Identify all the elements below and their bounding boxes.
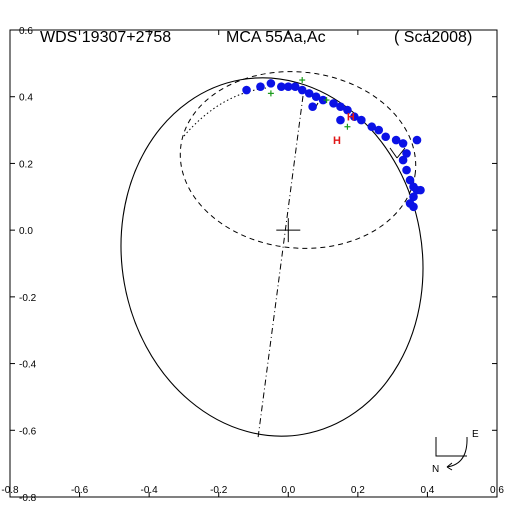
observation-point [277,82,286,92]
observation-point [402,149,411,158]
observation-point [336,102,345,112]
title-mid: MCA 55Aa,Ac [226,29,326,46]
compass-axes [435,437,467,457]
orbit-dotted-arc [183,87,267,137]
x-tick-label: 0.0 [281,485,295,496]
observation-point [402,165,411,175]
observation-point [336,115,345,125]
observation-point [398,155,408,165]
y-tick-label: -0.4 [19,360,37,371]
y-tick-label: 0.6 [19,26,33,37]
y-tick-label: 0.2 [19,159,33,170]
observation-point [311,92,321,102]
observation-point [374,125,384,135]
plot-frame [9,29,498,498]
observation-point [290,82,300,92]
observation-point [398,139,408,148]
x-tick-label: 0.4 [420,485,434,496]
observation-point [350,112,359,122]
observation-point [367,122,377,132]
x-tick-label: -0.6 [71,485,89,496]
title-left: WDS 19307+2758 [40,29,171,46]
x-tick-label: 0.2 [351,485,365,496]
y-tick-label: 0.4 [19,93,33,104]
x-tick-label: -0.8 [1,485,19,496]
observation-point [318,95,328,105]
observation-point [308,102,317,112]
y-tick-label: -0.8 [19,493,37,504]
compass-east-label: E [472,429,479,440]
observation-point [297,85,307,95]
y-tick-label: -0.6 [19,426,37,437]
orbit-ellipse-dashed [179,71,417,249]
observation-point [242,85,251,95]
x-tick-label: -0.4 [141,485,159,496]
observation-point [416,185,425,195]
observation-point [412,135,422,145]
observation-point [266,79,276,88]
compass-north-label: N [432,464,439,475]
observation-point [405,175,415,185]
observation-point [283,82,293,92]
observation-point [304,89,314,98]
title-right: ( Sca2008) [394,29,472,46]
observation-point [381,132,390,142]
observation-point [343,105,352,115]
residual-line [389,147,398,159]
observation-point [357,115,366,125]
y-tick-label: -0.2 [19,293,37,304]
red-h-marker: H [347,112,355,124]
observation-point [391,135,401,145]
observation-point [329,99,338,108]
y-tick-label: 0.0 [19,226,33,237]
observation-point [409,202,418,212]
x-tick-label: 0.6 [490,485,504,496]
compass-arrow [446,436,468,468]
x-tick-label: -0.2 [210,485,228,496]
compass-arrowhead [446,462,453,471]
red-h-marker: H [333,135,341,147]
residual-line [396,147,406,159]
observation-point [256,82,265,92]
orbit-ellipse-solid [120,77,424,437]
observation-point [409,192,418,202]
line-of-nodes [257,95,304,439]
